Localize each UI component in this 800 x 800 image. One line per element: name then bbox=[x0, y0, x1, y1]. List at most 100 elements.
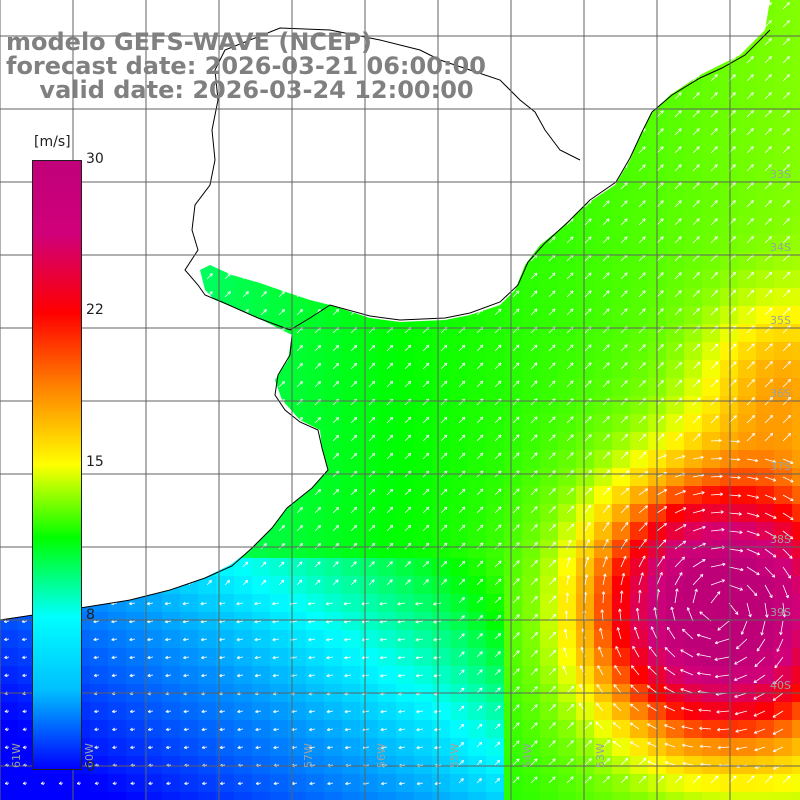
speed-cell bbox=[792, 504, 800, 522]
speed-cell bbox=[792, 594, 800, 612]
speed-cell bbox=[540, 792, 558, 800]
latitude-label: 37S bbox=[770, 460, 791, 473]
speed-cell bbox=[774, 792, 792, 800]
speed-cell bbox=[792, 126, 800, 144]
forecast-date: forecast date: 2026-03-21 06:00:00 bbox=[6, 52, 486, 80]
speed-cell bbox=[450, 792, 468, 800]
speed-cell bbox=[792, 324, 800, 342]
latitude-label: 39S bbox=[770, 606, 791, 619]
speed-cell bbox=[792, 144, 800, 162]
map-title: modelo GEFS-WAVE (NCEP) forecast date: 2… bbox=[6, 30, 486, 102]
speed-cell bbox=[252, 792, 270, 800]
latitude-label: 33S bbox=[770, 168, 791, 181]
speed-cell bbox=[792, 216, 800, 234]
speed-cell bbox=[576, 792, 594, 800]
speed-cell bbox=[792, 666, 800, 684]
speed-cell bbox=[792, 234, 800, 252]
latitude-label: 40S bbox=[770, 679, 791, 692]
longitude-label: 55W bbox=[448, 743, 461, 768]
speed-cell bbox=[108, 792, 126, 800]
speed-cell bbox=[792, 522, 800, 540]
speed-cell bbox=[792, 72, 800, 90]
colorbar-tick-label: 8 bbox=[86, 607, 95, 623]
speed-cell bbox=[792, 54, 800, 72]
speed-cell bbox=[180, 792, 198, 800]
speed-cell bbox=[792, 792, 800, 800]
speed-cell bbox=[792, 558, 800, 576]
colorbar bbox=[32, 160, 82, 770]
speed-cell bbox=[792, 306, 800, 324]
speed-cell bbox=[630, 792, 648, 800]
speed-cell bbox=[72, 792, 90, 800]
speed-cell bbox=[234, 792, 252, 800]
speed-cell bbox=[414, 792, 432, 800]
speed-cell bbox=[792, 108, 800, 126]
speed-cell bbox=[792, 162, 800, 180]
speed-cell bbox=[306, 792, 324, 800]
speed-cell bbox=[792, 738, 800, 756]
longitude-label: 53W bbox=[594, 743, 607, 768]
speed-cell bbox=[792, 342, 800, 360]
model-title: modelo GEFS-WAVE (NCEP) bbox=[6, 28, 372, 56]
speed-cell bbox=[792, 612, 800, 630]
speed-cell bbox=[54, 792, 72, 800]
speed-cell bbox=[702, 792, 720, 800]
speed-cell bbox=[792, 630, 800, 648]
latitude-label: 35S bbox=[770, 314, 791, 327]
speed-cell bbox=[378, 792, 396, 800]
speed-cell bbox=[126, 792, 144, 800]
speed-cell bbox=[792, 432, 800, 450]
speed-cell bbox=[792, 756, 800, 774]
speed-cell bbox=[792, 576, 800, 594]
speed-cell bbox=[558, 792, 576, 800]
longitude-label: 57W bbox=[302, 743, 315, 768]
speed-cell bbox=[486, 792, 504, 800]
speed-cell bbox=[0, 792, 18, 800]
colorbar-tick-label: 15 bbox=[86, 454, 104, 470]
speed-cell bbox=[144, 792, 162, 800]
speed-cell bbox=[522, 792, 540, 800]
speed-cell bbox=[288, 792, 306, 800]
speed-cell bbox=[360, 792, 378, 800]
speed-cell bbox=[792, 252, 800, 270]
speed-cell bbox=[792, 36, 800, 54]
speed-cell bbox=[792, 18, 800, 36]
speed-cell bbox=[270, 792, 288, 800]
latitude-label: 38S bbox=[770, 533, 791, 546]
speed-cell bbox=[792, 450, 800, 468]
speed-cell bbox=[792, 414, 800, 432]
speed-cell bbox=[162, 792, 180, 800]
speed-cell bbox=[792, 648, 800, 666]
speed-cell bbox=[396, 792, 414, 800]
speed-cell bbox=[198, 792, 216, 800]
speed-cell bbox=[504, 792, 522, 800]
colorbar-tick-label: 22 bbox=[86, 302, 104, 318]
speed-cell bbox=[792, 468, 800, 486]
speed-cell bbox=[684, 792, 702, 800]
speed-cell bbox=[756, 792, 774, 800]
latitude-label: 36S bbox=[770, 387, 791, 400]
speed-cell bbox=[792, 198, 800, 216]
speed-cell bbox=[792, 288, 800, 306]
speed-cell bbox=[18, 792, 36, 800]
valid-date: valid date: 2026-03-24 12:00:00 bbox=[6, 76, 474, 104]
speed-cell bbox=[792, 396, 800, 414]
speed-cell bbox=[792, 378, 800, 396]
longitude-label: 54W bbox=[521, 743, 534, 768]
speed-cell bbox=[792, 720, 800, 738]
colorbar-tick-label: 0 bbox=[86, 759, 95, 775]
speed-cell bbox=[792, 540, 800, 558]
speed-cell bbox=[90, 792, 108, 800]
speed-cell bbox=[792, 90, 800, 108]
speed-cell bbox=[792, 0, 800, 18]
speed-cell bbox=[36, 792, 54, 800]
speed-cell bbox=[792, 702, 800, 720]
speed-cell bbox=[792, 774, 800, 792]
speed-cell bbox=[792, 360, 800, 378]
speed-cell bbox=[468, 792, 486, 800]
speed-cell bbox=[342, 792, 360, 800]
speed-cell bbox=[720, 792, 738, 800]
speed-cell bbox=[594, 792, 612, 800]
speed-cell bbox=[792, 486, 800, 504]
